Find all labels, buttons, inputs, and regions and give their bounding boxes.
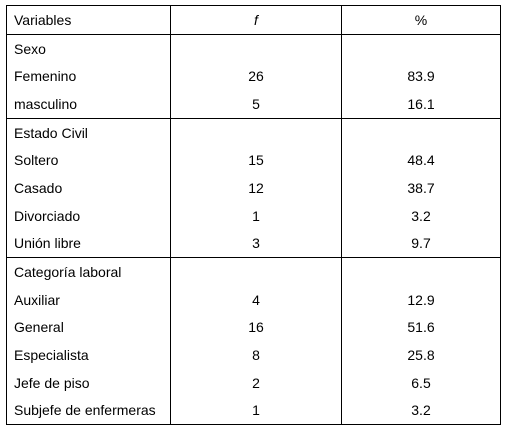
row-percent: 25.8 <box>341 341 501 369</box>
row-label: Auxiliar <box>6 285 171 314</box>
section-title: Sexo <box>6 33 171 63</box>
table-row: General 16 51.6 <box>6 313 501 342</box>
table-row: Femenino 26 83.9 <box>6 62 501 91</box>
table-row: Divorciado 1 3.2 <box>6 201 501 230</box>
data-table: Variables f % Sexo Femenino 26 83.9 masculin… <box>6 5 501 426</box>
row-frequency: 3 <box>170 229 342 258</box>
row-label: masculino <box>6 90 171 119</box>
table-row: Unión libre 3 9.7 <box>6 229 501 258</box>
row-percent: 83.9 <box>341 62 501 91</box>
table-row: Soltero 15 48.4 <box>6 146 501 175</box>
section-header-row: Sexo <box>6 33 501 63</box>
table-row: masculino 5 16.1 <box>6 90 501 119</box>
section-f-blank <box>170 33 342 63</box>
row-frequency: 26 <box>170 62 342 91</box>
row-frequency: 12 <box>170 174 342 202</box>
row-frequency: 15 <box>170 146 342 175</box>
row-label: General <box>6 313 171 342</box>
section-pct-blank <box>341 33 501 63</box>
row-percent: 48.4 <box>341 146 501 175</box>
section-header-row: Estado Civil <box>6 117 501 147</box>
row-frequency: 2 <box>170 368 342 397</box>
table-row: Auxiliar 4 12.9 <box>6 285 501 314</box>
row-frequency: 16 <box>170 313 342 342</box>
row-label: Subjefe de enfermeras <box>6 396 171 426</box>
row-label: Unión libre <box>6 229 171 258</box>
header-frequency: f <box>170 5 342 35</box>
table-row: Subjefe de enfermeras 1 3.2 <box>6 396 501 426</box>
row-label: Divorciado <box>6 201 171 230</box>
table-row: Jefe de piso 2 6.5 <box>6 368 501 397</box>
header-row: Variables f % <box>6 5 501 35</box>
row-frequency: 4 <box>170 285 342 314</box>
section-title: Estado Civil <box>6 117 171 147</box>
row-label: Femenino <box>6 62 171 91</box>
section-f-blank <box>170 117 342 147</box>
section-header-row: Categoría laboral <box>6 257 501 286</box>
row-frequency: 1 <box>170 201 342 230</box>
row-percent: 16.1 <box>341 90 501 119</box>
section-title: Categoría laboral <box>6 257 171 286</box>
header-percent: % <box>341 5 501 35</box>
row-percent: 38.7 <box>341 174 501 202</box>
row-frequency: 1 <box>170 396 342 426</box>
row-label: Casado <box>6 174 171 202</box>
row-label: Soltero <box>6 146 171 175</box>
row-frequency: 8 <box>170 341 342 369</box>
row-percent: 3.2 <box>341 396 501 426</box>
row-label: Especialista <box>6 341 171 369</box>
section-f-blank <box>170 257 342 286</box>
row-percent: 12.9 <box>341 285 501 314</box>
row-percent: 9.7 <box>341 229 501 258</box>
table-body: Sexo Femenino 26 83.9 masculino 5 16.1 Estado C… <box>6 33 501 426</box>
table-row: Casado 12 38.7 <box>6 174 501 202</box>
row-percent: 51.6 <box>341 313 501 342</box>
row-frequency: 5 <box>170 90 342 119</box>
row-label: Jefe de piso <box>6 368 171 397</box>
header-variables: Variables <box>6 5 171 35</box>
section-pct-blank <box>341 117 501 147</box>
table-container: Variables f % Sexo Femenino 26 83.9 masculin… <box>6 5 501 426</box>
section-pct-blank <box>341 257 501 286</box>
row-percent: 3.2 <box>341 201 501 230</box>
table-row: Especialista 8 25.8 <box>6 341 501 369</box>
row-percent: 6.5 <box>341 368 501 397</box>
